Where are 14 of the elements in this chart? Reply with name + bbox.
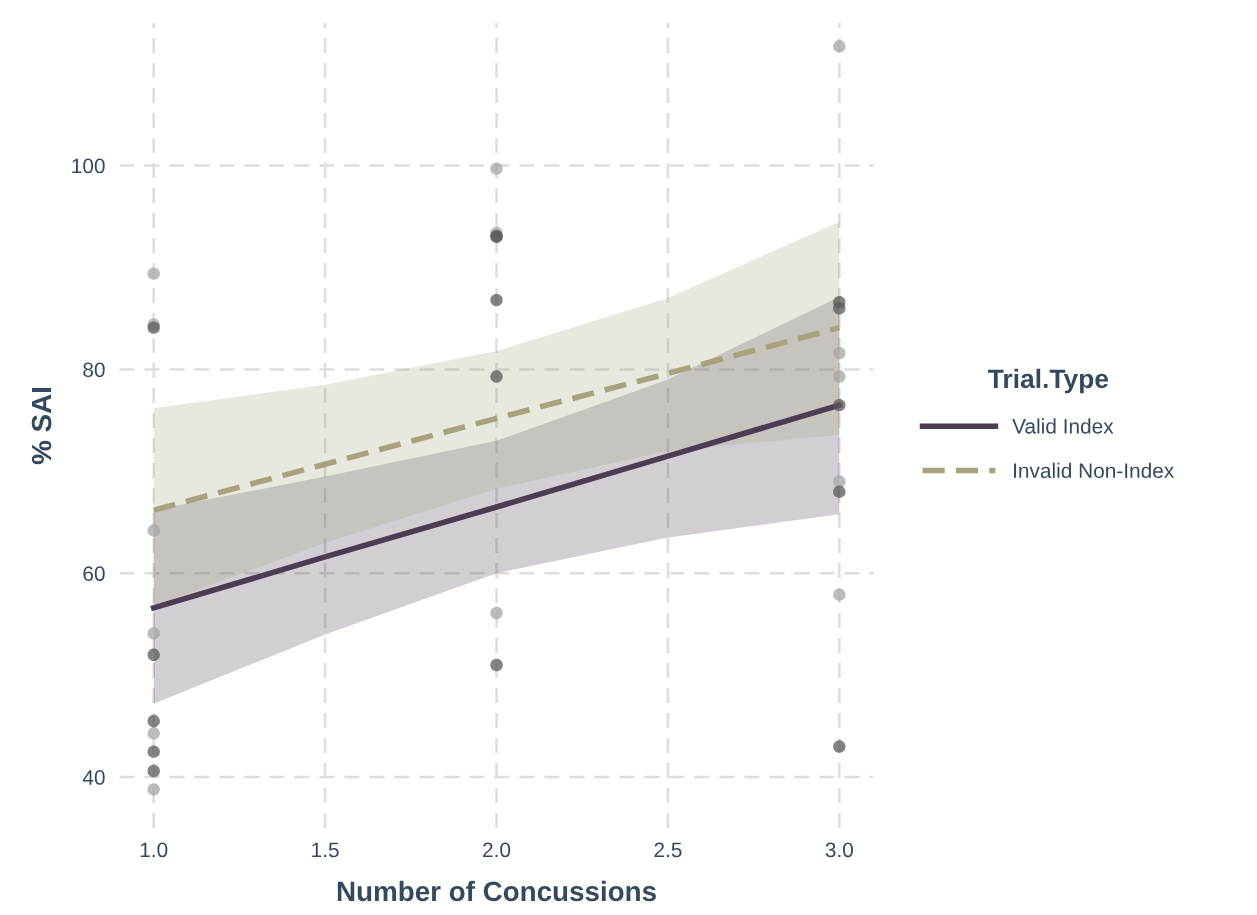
x-tick-label: 3.0	[825, 842, 853, 858]
x-tick-label: 2.0	[483, 842, 511, 858]
legend-label: Valid Index	[1012, 418, 1114, 434]
x-tick-label: 1.5	[312, 842, 339, 858]
y-axis-title: % SAI	[31, 387, 52, 465]
x-axis-title: Number of Concussions	[337, 880, 656, 902]
x-tick-label: 1.0	[140, 842, 168, 858]
x-tick-label: 2.5	[654, 842, 682, 858]
legend-label: Invalid Non-Index	[1014, 462, 1175, 479]
y-tick-label: 60	[83, 566, 105, 582]
y-tick-label: 100	[72, 158, 105, 174]
legend-title: Trial.Type	[988, 368, 1109, 394]
y-tick-label: 40	[82, 770, 105, 785]
y-tick-label: 80	[83, 362, 105, 378]
